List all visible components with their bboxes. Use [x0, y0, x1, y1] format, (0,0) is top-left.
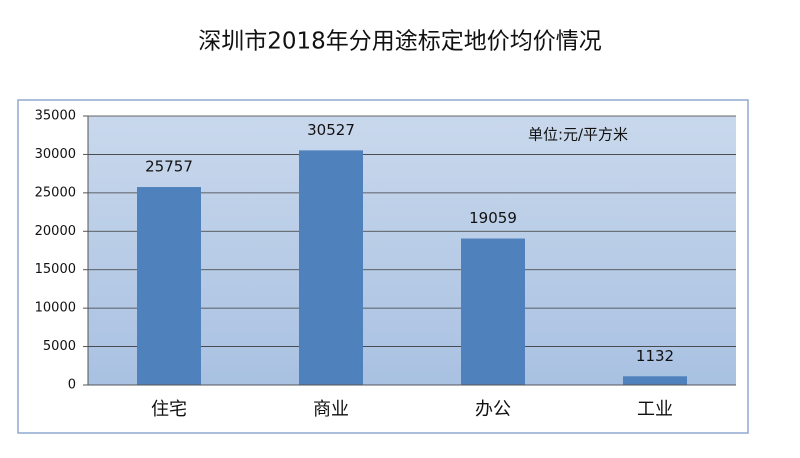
value-label: 1132 [636, 347, 674, 365]
y-tick-label: 10000 [35, 301, 76, 316]
x-tick-label: 工业 [637, 399, 673, 420]
chart-title: 深圳市2018年分用途标定地价均价情况 [198, 29, 602, 55]
unit-annotation: 单位:元/平方米 [528, 126, 628, 144]
x-tick-label: 商业 [313, 399, 349, 420]
value-label: 19059 [469, 209, 517, 227]
value-label: 30527 [307, 121, 355, 139]
y-tick-label: 30000 [35, 147, 76, 162]
bar [461, 238, 525, 385]
y-tick-label: 0 [68, 378, 76, 393]
y-tick-label: 15000 [35, 262, 76, 277]
value-label: 25757 [145, 158, 193, 176]
x-tick-label: 住宅 [151, 399, 187, 420]
y-tick-label: 20000 [35, 224, 76, 239]
bar [137, 187, 201, 385]
y-tick-label: 5000 [43, 339, 76, 354]
bar [299, 150, 363, 385]
y-tick-label: 35000 [35, 109, 76, 124]
bar [623, 376, 687, 385]
y-tick-label: 25000 [35, 185, 76, 200]
x-tick-label: 办公 [475, 399, 511, 420]
